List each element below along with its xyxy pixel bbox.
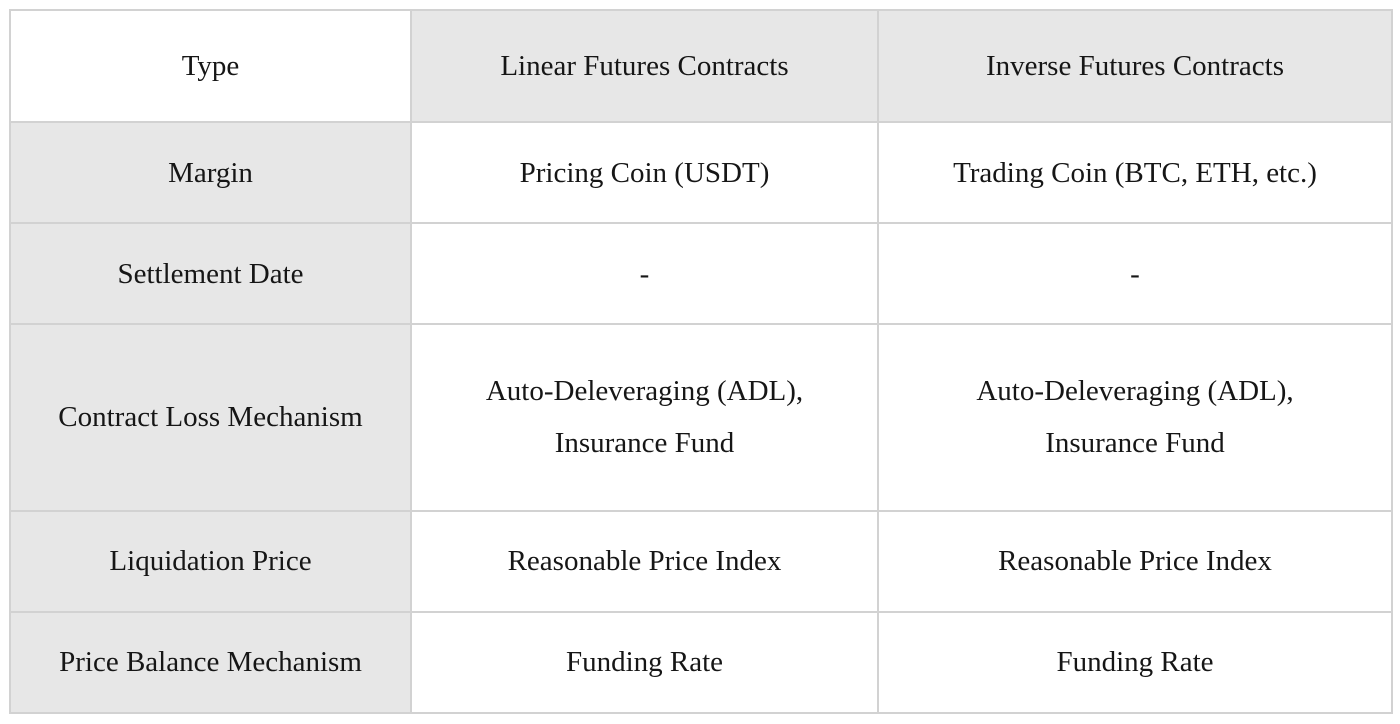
cell-contract-loss-inverse: Auto-Deleveraging (ADL), Insurance Fund [877, 323, 1393, 512]
cell-liquidation-linear: Reasonable Price Index [410, 509, 879, 613]
header-row: Type Linear Futures Contracts Inverse Fu… [9, 9, 1393, 123]
table-row-price-balance-mechanism: Price Balance Mechanism Funding Rate Fun… [9, 610, 1393, 715]
cell-settlement-inverse: - [877, 222, 1393, 326]
header-cell-inverse-futures: Inverse Futures Contracts [877, 9, 1393, 123]
table-row-contract-loss-mechanism: Contract Loss Mechanism Auto-Deleveragin… [9, 323, 1393, 512]
table-row-margin: Margin Pricing Coin (USDT) Trading Coin … [9, 120, 1393, 225]
futures-comparison-table: Type Linear Futures Contracts Inverse Fu… [9, 9, 1393, 715]
header-cell-type: Type [9, 9, 412, 123]
header-cell-linear-futures: Linear Futures Contracts [410, 9, 879, 123]
cell-margin-inverse: Trading Coin (BTC, ETH, etc.) [877, 120, 1393, 225]
cell-contract-loss-linear: Auto-Deleveraging (ADL), Insurance Fund [410, 323, 879, 512]
row-label-price-balance-mechanism: Price Balance Mechanism [9, 610, 412, 715]
cell-price-balance-inverse: Funding Rate [877, 610, 1393, 715]
row-label-liquidation-price: Liquidation Price [9, 509, 412, 613]
row-label-margin: Margin [9, 120, 412, 225]
cell-margin-linear: Pricing Coin (USDT) [410, 120, 879, 225]
cell-settlement-linear: - [410, 222, 879, 326]
cell-liquidation-inverse: Reasonable Price Index [877, 509, 1393, 613]
table-row-settlement-date: Settlement Date - - [9, 222, 1393, 326]
row-label-settlement-date: Settlement Date [9, 222, 412, 326]
row-label-contract-loss-mechanism: Contract Loss Mechanism [9, 323, 412, 512]
table-row-liquidation-price: Liquidation Price Reasonable Price Index… [9, 509, 1393, 613]
cell-price-balance-linear: Funding Rate [410, 610, 879, 715]
